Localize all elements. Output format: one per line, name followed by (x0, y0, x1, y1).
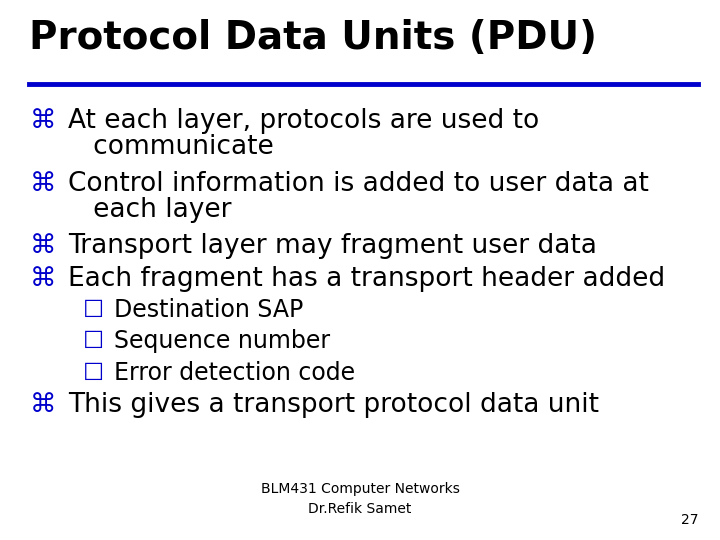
Text: ⌘: ⌘ (30, 108, 57, 134)
Text: This gives a transport protocol data unit: This gives a transport protocol data uni… (68, 392, 599, 418)
Text: ⌘: ⌘ (30, 266, 57, 292)
Text: Error detection code: Error detection code (114, 361, 355, 384)
Text: ☐: ☐ (83, 361, 104, 384)
Text: Control information is added to user data at: Control information is added to user dat… (68, 171, 649, 197)
Text: Each fragment has a transport header added: Each fragment has a transport header add… (68, 266, 665, 292)
Text: ⌘: ⌘ (30, 392, 57, 418)
Text: Sequence number: Sequence number (114, 329, 330, 353)
Text: Transport layer may fragment user data: Transport layer may fragment user data (68, 233, 598, 259)
Text: communicate: communicate (68, 134, 274, 160)
Text: ⌘: ⌘ (30, 233, 57, 259)
Text: Destination SAP: Destination SAP (114, 298, 303, 322)
Text: ⌘: ⌘ (30, 171, 57, 197)
Text: ☐: ☐ (83, 298, 104, 322)
Text: Protocol Data Units (PDU): Protocol Data Units (PDU) (29, 19, 597, 57)
Text: ☐: ☐ (83, 329, 104, 353)
Text: BLM431 Computer Networks
Dr.Refik Samet: BLM431 Computer Networks Dr.Refik Samet (261, 482, 459, 516)
Text: At each layer, protocols are used to: At each layer, protocols are used to (68, 108, 540, 134)
Text: 27: 27 (681, 512, 698, 526)
Text: each layer: each layer (68, 197, 232, 222)
